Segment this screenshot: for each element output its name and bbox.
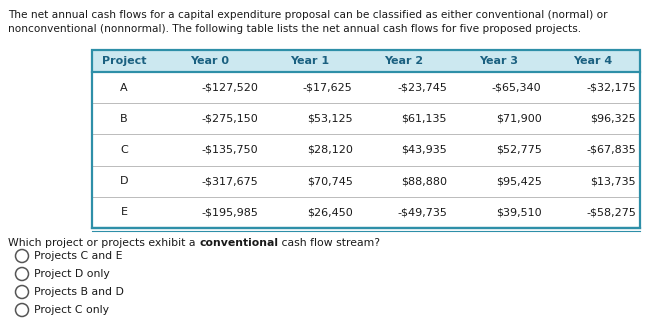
Text: -$17,625: -$17,625: [303, 83, 353, 93]
Text: -$195,985: -$195,985: [201, 208, 258, 217]
Text: $70,745: $70,745: [307, 176, 353, 186]
Text: $43,935: $43,935: [401, 145, 447, 155]
Text: Projects C and E: Projects C and E: [34, 251, 122, 261]
Text: A: A: [120, 83, 128, 93]
Text: $39,510: $39,510: [496, 208, 542, 217]
Text: Year 1: Year 1: [290, 56, 329, 66]
Text: -$23,745: -$23,745: [397, 83, 447, 93]
Text: -$317,675: -$317,675: [201, 176, 258, 186]
Text: Year 4: Year 4: [573, 56, 613, 66]
Text: Project C only: Project C only: [34, 305, 109, 315]
Text: Year 2: Year 2: [384, 56, 423, 66]
Text: B: B: [120, 114, 128, 124]
Text: Project D only: Project D only: [34, 269, 109, 279]
Text: -$65,340: -$65,340: [492, 83, 542, 93]
Text: $28,120: $28,120: [307, 145, 353, 155]
Text: -$135,750: -$135,750: [201, 145, 258, 155]
Text: E: E: [120, 208, 128, 217]
Text: $53,125: $53,125: [307, 114, 353, 124]
Text: Which project or projects exhibit a: Which project or projects exhibit a: [8, 238, 199, 248]
Text: $88,880: $88,880: [401, 176, 447, 186]
Bar: [92, 50, 640, 72]
Text: $26,450: $26,450: [307, 208, 353, 217]
Text: -$127,520: -$127,520: [201, 83, 258, 93]
Bar: [92, 50, 640, 228]
Text: -$275,150: -$275,150: [201, 114, 258, 124]
Text: $13,735: $13,735: [590, 176, 636, 186]
Text: D: D: [120, 176, 128, 186]
Text: $61,135: $61,135: [401, 114, 447, 124]
Text: -$67,835: -$67,835: [586, 145, 636, 155]
Text: -$32,175: -$32,175: [586, 83, 636, 93]
Text: $52,775: $52,775: [495, 145, 542, 155]
Text: Projects B and D: Projects B and D: [34, 287, 124, 297]
Text: $95,425: $95,425: [495, 176, 542, 186]
Text: cash flow stream?: cash flow stream?: [278, 238, 380, 248]
Text: $96,325: $96,325: [590, 114, 636, 124]
Text: Year 3: Year 3: [479, 56, 518, 66]
Text: C: C: [120, 145, 128, 155]
Text: nonconventional (nonnormal). The following table lists the net annual cash flows: nonconventional (nonnormal). The followi…: [8, 24, 581, 34]
Text: conventional: conventional: [199, 238, 278, 248]
Text: -$58,275: -$58,275: [586, 208, 636, 217]
Text: $71,900: $71,900: [495, 114, 542, 124]
Text: Year 0: Year 0: [190, 56, 228, 66]
Text: The net annual cash flows for a capital expenditure proposal can be classified a: The net annual cash flows for a capital …: [8, 10, 607, 20]
Text: Project: Project: [102, 56, 146, 66]
Text: -$49,735: -$49,735: [397, 208, 447, 217]
